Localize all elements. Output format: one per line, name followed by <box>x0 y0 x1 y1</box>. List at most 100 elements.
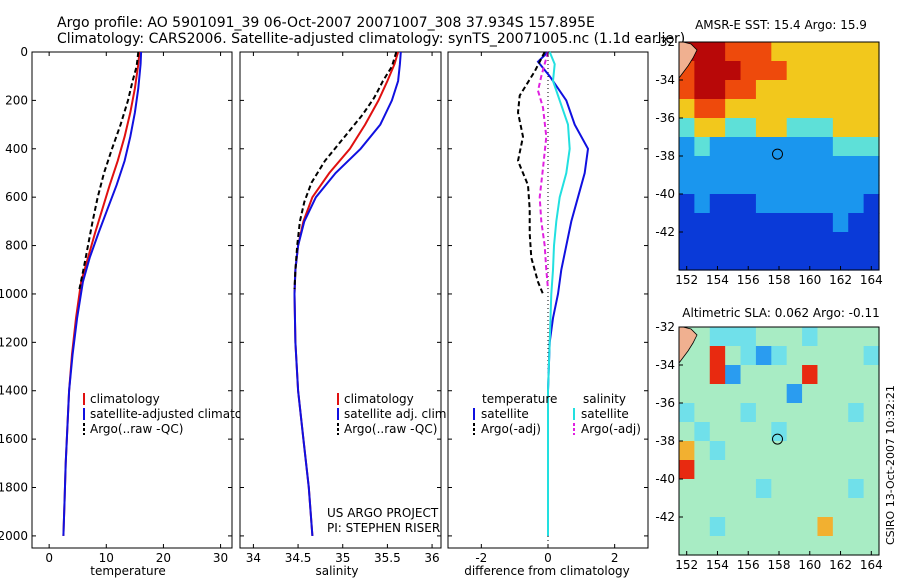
sla_map-cell <box>725 441 742 461</box>
sst_map-cell <box>848 175 865 195</box>
sla_map-cell <box>817 346 834 366</box>
sst_map-cell <box>709 156 726 176</box>
sst_map-cell <box>755 175 772 195</box>
sst_map-cell <box>709 194 726 214</box>
sst_map-cell <box>786 118 803 138</box>
sst_map-cell <box>725 175 742 195</box>
sla_map-cell <box>832 441 849 461</box>
sla_map-cell <box>771 441 788 461</box>
sst_map-xtick-label: 164 <box>860 273 883 287</box>
sst_map-ytick-label: -42 <box>655 225 675 239</box>
sst_map-cell <box>679 156 695 176</box>
sla_map-cell <box>817 403 834 423</box>
depth-ytick-label: 1200 <box>0 335 28 349</box>
sla_map-cell <box>786 327 803 347</box>
sst_map-cell <box>694 61 711 81</box>
sst_map-cell <box>740 42 757 62</box>
sst_map-cell <box>771 137 788 157</box>
sst_map-cell <box>786 80 803 100</box>
difference-series-temperature-argo-adj- <box>516 51 546 295</box>
depth-ytick-label: 200 <box>5 93 28 107</box>
sla_map-cell <box>771 327 788 347</box>
temperature-profile-panel: 0 10 20 30 0 200 400 600 800 1000 1200 1400 1600 1800… <box>0 45 268 578</box>
sst-map-ticks: 152 154 156 158 160 162 164 -32 -34 -36 -38 -40 -42 <box>655 35 882 287</box>
sst_map-cell <box>679 194 695 214</box>
temperature-series-argo-raw-qc- <box>78 51 140 290</box>
sst_map-cell <box>848 42 865 62</box>
sla_map-cell <box>694 536 711 556</box>
sla_map-cell <box>725 327 742 347</box>
sst_map-cell <box>679 137 695 157</box>
sla_map-cell <box>786 346 803 366</box>
sla_map-xtick-label: 162 <box>829 558 852 572</box>
sla_map-cell <box>725 403 742 423</box>
difference-legend-temp-argo: Argo(-adj) <box>481 422 541 436</box>
sst_map-cell <box>755 232 772 252</box>
sla_map-cell <box>709 441 726 461</box>
sst_map-cell <box>694 194 711 214</box>
sla_map-cell <box>786 536 803 556</box>
sst_map-xtick-label: 162 <box>829 273 852 287</box>
sst_map-cell <box>755 61 772 81</box>
sst_map-cell <box>725 251 742 271</box>
sst-argo-float-marker <box>772 148 783 160</box>
sst_map-cell <box>848 156 865 176</box>
sla_map-cell <box>709 517 726 537</box>
sla_map-ytick-label: -42 <box>655 510 675 524</box>
sla_map-cell <box>802 536 819 556</box>
sst_map-cell <box>832 99 849 119</box>
depth-ytick-label: 400 <box>5 142 28 156</box>
sla_map-cell <box>786 403 803 423</box>
difference-lines <box>516 51 590 536</box>
sst_map-cell <box>848 99 865 119</box>
sst_map-xtick-label: 156 <box>737 273 760 287</box>
sla_map-cell <box>786 441 803 461</box>
sla_map-cell <box>755 327 772 347</box>
sla_map-xtick-label: 164 <box>860 558 883 572</box>
salinity-lines <box>293 51 402 536</box>
sla_map-cell <box>755 479 772 499</box>
sst_map-cell <box>817 118 834 138</box>
sst_map-cell <box>786 194 803 214</box>
sst_map-cell <box>863 137 880 157</box>
sla_map-cell <box>771 536 788 556</box>
sla_map-cell <box>709 498 726 518</box>
sla_map-cell <box>863 498 880 518</box>
salinity-series-satellite-adj-clim- <box>293 51 402 536</box>
temperature-xtick-label: 20 <box>156 551 171 565</box>
sst_map-cell <box>802 156 819 176</box>
salinity-xtick-label: 34.5 <box>285 551 312 565</box>
difference-legend-sal-argo: Argo(-adj) <box>581 422 641 436</box>
sla-argo-float-marker <box>772 433 783 445</box>
sla_map-cell <box>694 517 711 537</box>
sla_map-cell <box>694 384 711 404</box>
sst_map-cell <box>832 156 849 176</box>
sst_map-cell <box>832 213 849 233</box>
sla_map-cell <box>863 422 880 442</box>
sst_map-cell <box>771 251 788 271</box>
sst_map-cell <box>709 42 726 62</box>
sla_map-cell <box>709 365 726 385</box>
sla_map-cell <box>755 460 772 480</box>
sst_map-cell <box>863 194 880 214</box>
difference-xlabel: difference from climatology <box>464 564 630 578</box>
sst_map-cell <box>694 175 711 195</box>
sst_map-cell <box>740 61 757 81</box>
sst_map-cell <box>694 232 711 252</box>
sst_map-ytick-label: -36 <box>655 111 675 125</box>
sst_map-cell <box>832 80 849 100</box>
sla_map-cell <box>802 384 819 404</box>
sst_map-cell <box>771 194 788 214</box>
sst_map-cell <box>817 137 834 157</box>
depth-ytick-label: 0 <box>20 45 28 59</box>
sst_map-cell <box>786 42 803 62</box>
sst_map-cell <box>786 175 803 195</box>
sla_map-cell <box>709 460 726 480</box>
sla_map-cell <box>725 517 742 537</box>
sla_map-cell <box>709 327 726 347</box>
salinity-profile-panel: 34 34.5 35 35.5 36 salinity climatology sate… <box>239 51 450 578</box>
sst_map-cell <box>740 213 757 233</box>
sla_map-ytick-label: -34 <box>655 358 675 372</box>
sla_map-cell <box>771 422 788 442</box>
